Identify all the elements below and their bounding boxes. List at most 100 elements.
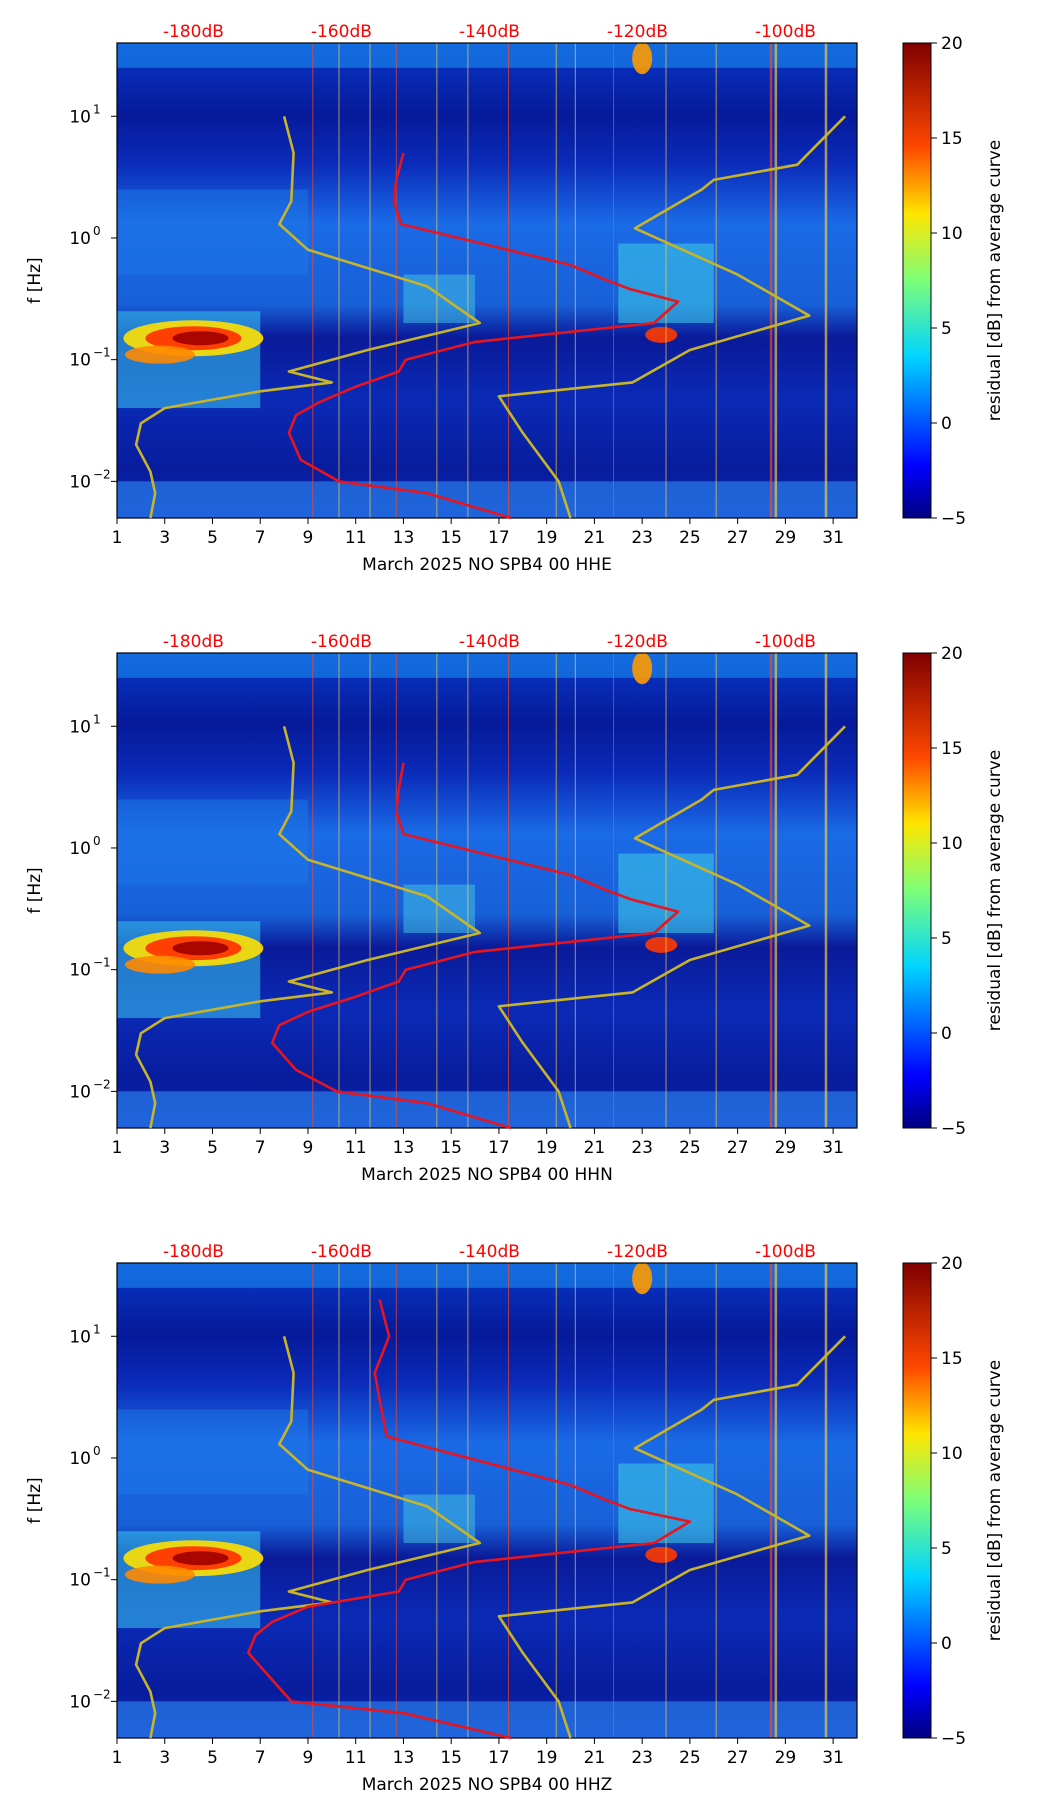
x-tick-label: 5 [207, 1748, 218, 1768]
hot-spot [172, 941, 229, 956]
y-tick-label: 10 [69, 961, 91, 981]
top-db-label: -180dB [163, 1242, 224, 1262]
x-tick-label: 3 [159, 1138, 170, 1158]
x-tick-label: 11 [345, 1138, 367, 1158]
x-tick-label: 29 [775, 1748, 797, 1768]
colorbar-tick-label: 5 [941, 1539, 952, 1559]
x-tick-label: 7 [255, 528, 266, 548]
x-tick-label: 19 [536, 528, 558, 548]
noise-band [117, 43, 857, 68]
noise-band [117, 653, 857, 678]
hot-spot [172, 331, 229, 346]
spectrogram-background [117, 653, 857, 1128]
x-tick-label: 1 [112, 1748, 123, 1768]
x-tick-label: 13 [393, 1138, 415, 1158]
x-tick-label: 23 [631, 528, 653, 548]
colorbar-tick-label: 15 [941, 1349, 963, 1369]
red-average-curve [270, 762, 680, 1130]
red-average-curve [287, 152, 680, 520]
y-tick-exponent: 0 [93, 1444, 101, 1458]
colorbar-tick-label: 5 [941, 929, 952, 949]
x-axis-label: March 2025 NO SPB4 00 HHE [362, 555, 612, 575]
yellow-noise-model-low [134, 115, 482, 519]
colorbar-tick-label: −5 [941, 509, 966, 529]
x-tick-label: 3 [159, 1748, 170, 1768]
x-tick-label: 9 [303, 1748, 314, 1768]
x-tick-label: 9 [303, 528, 314, 548]
top-db-label: -180dB [163, 632, 224, 652]
x-tick-label: 29 [775, 1138, 797, 1158]
colorbar-tick-label: 5 [941, 319, 952, 339]
x-tick-label: 31 [822, 528, 844, 548]
top-db-label: -160dB [311, 1242, 372, 1262]
top-db-label: -120dB [607, 632, 668, 652]
colorbar-label: residual [dB] from average curve [985, 1360, 1005, 1641]
hot-spot [645, 326, 678, 343]
noise-band [117, 1409, 308, 1495]
colorbar-tick-label: 10 [941, 1444, 963, 1464]
colorbar-tick-label: 0 [941, 414, 952, 434]
y-tick-exponent: −2 [93, 467, 111, 481]
top-db-label: -160dB [311, 632, 372, 652]
y-tick-label: 10 [69, 1692, 91, 1712]
y-tick-exponent: 0 [93, 224, 101, 238]
y-axis-label: f [Hz] [25, 867, 45, 913]
hot-spot [632, 652, 653, 685]
colorbar-label: residual [dB] from average curve [985, 140, 1005, 421]
y-tick-exponent: −2 [93, 1687, 111, 1701]
x-tick-label: 27 [727, 1138, 749, 1158]
spectrogram-background [117, 43, 857, 518]
y-tick-exponent: 1 [93, 712, 101, 726]
colorbar-tick-label: −5 [941, 1119, 966, 1139]
colorbar [902, 1262, 932, 1739]
yellow-noise-model-high [497, 725, 847, 1129]
hot-spot [632, 1262, 653, 1295]
x-tick-label: 31 [822, 1138, 844, 1158]
hot-spot [632, 42, 653, 75]
noise-band [117, 1263, 857, 1288]
x-tick-label: 5 [207, 528, 218, 548]
colorbar-tick-label: 0 [941, 1634, 952, 1654]
y-tick-exponent: −2 [93, 1077, 111, 1091]
x-tick-label: 29 [775, 528, 797, 548]
axes-frame [116, 1262, 858, 1739]
hot-spot [124, 1565, 195, 1584]
top-db-label: -140dB [459, 632, 520, 652]
y-tick-label: 10 [69, 1449, 91, 1469]
x-tick-label: 15 [440, 1748, 462, 1768]
colorbar-label: residual [dB] from average curve [985, 750, 1005, 1031]
y-tick-label: 10 [69, 472, 91, 492]
spectrogram-background [117, 1263, 857, 1738]
y-axis-label: f [Hz] [25, 1477, 45, 1523]
x-tick-label: 11 [345, 528, 367, 548]
axes-frame [116, 652, 858, 1129]
hot-spot [645, 936, 678, 953]
y-tick-exponent: −1 [93, 346, 111, 360]
colorbar-tick-label: 20 [941, 644, 963, 664]
x-tick-label: 21 [584, 1748, 606, 1768]
yellow-noise-model-low [134, 1335, 482, 1739]
x-tick-label: 21 [584, 1138, 606, 1158]
top-db-label: -120dB [607, 1242, 668, 1262]
top-db-label: -160dB [311, 22, 372, 42]
x-tick-label: 25 [679, 1138, 701, 1158]
noise-band [117, 481, 857, 518]
x-tick-label: 17 [488, 1748, 510, 1768]
x-tick-label: 31 [822, 1748, 844, 1768]
top-db-label: -100dB [755, 22, 816, 42]
x-tick-label: 15 [440, 528, 462, 548]
x-tick-label: 19 [536, 1748, 558, 1768]
x-tick-label: 7 [255, 1748, 266, 1768]
colorbar-tick-label: −5 [941, 1729, 966, 1749]
x-tick-label: 25 [679, 528, 701, 548]
y-tick-label: 10 [69, 1327, 91, 1347]
y-tick-label: 10 [69, 229, 91, 249]
top-db-label: -100dB [755, 1242, 816, 1262]
y-tick-label: 10 [69, 1571, 91, 1591]
y-tick-exponent: 1 [93, 102, 101, 116]
x-tick-label: 11 [345, 1748, 367, 1768]
